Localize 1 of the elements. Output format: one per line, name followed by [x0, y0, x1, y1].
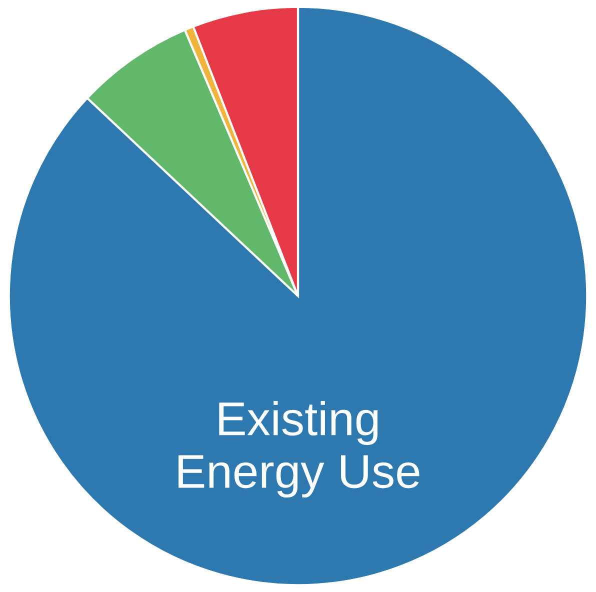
slice-label: Existing Energy Use: [178, 400, 420, 498]
